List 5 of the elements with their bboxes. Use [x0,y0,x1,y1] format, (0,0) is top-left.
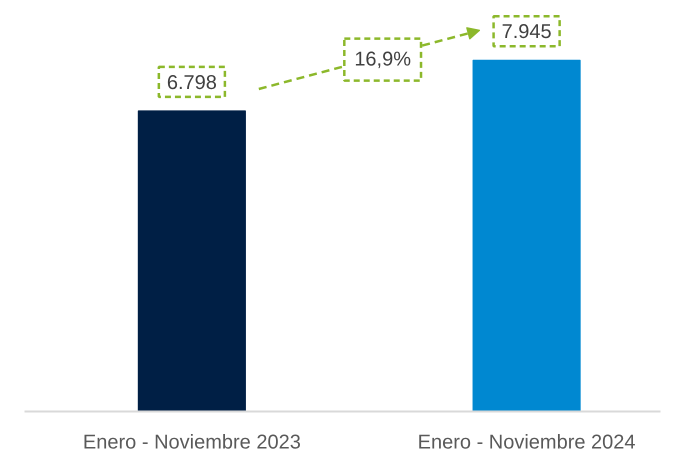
x-tick-label: Enero - Noviembre 2023 [82,432,301,454]
data-label: 7.945 [502,21,552,44]
annotation: 16,9% [354,48,412,71]
data-label: 6.798 [166,72,217,94]
x-tick-label: Enero - Noviembre 2024 [418,432,636,454]
